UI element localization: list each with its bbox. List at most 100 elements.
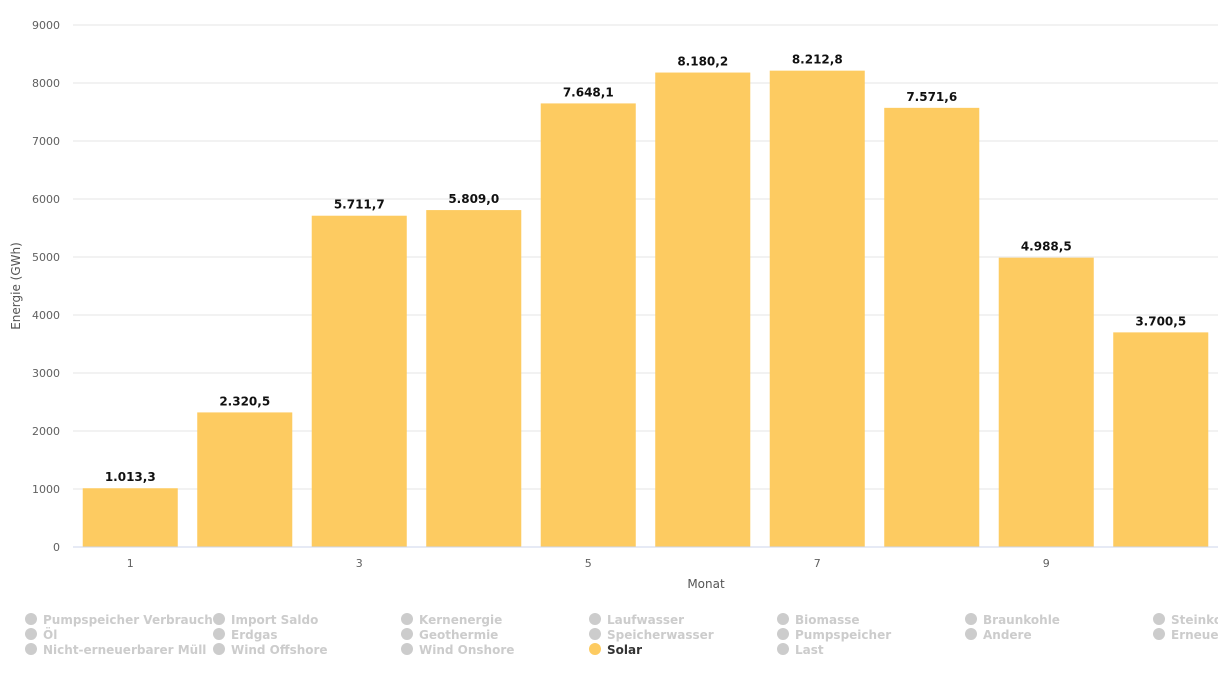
legend-marker-icon	[589, 643, 601, 655]
legend-item[interactable]: Erdgas	[213, 628, 278, 643]
bar[interactable]	[655, 72, 751, 547]
data-label: 7.571,6	[906, 90, 957, 104]
y-axis-title: Energie (GWh)	[9, 242, 23, 330]
legend-item[interactable]: Geothermie	[401, 628, 498, 643]
legend-marker-icon	[589, 628, 601, 640]
data-label: 8.180,2	[677, 55, 728, 69]
y-tick-label: 2000	[32, 425, 60, 438]
data-label: 5.711,7	[334, 198, 385, 212]
data-label: 1.013,3	[105, 470, 156, 484]
legend-item[interactable]: Pumpspeicher Verbrauch	[25, 613, 213, 628]
x-tick-label: 9	[1043, 557, 1050, 570]
legend-marker-icon	[25, 643, 37, 655]
bar[interactable]	[884, 107, 980, 547]
y-tick-label: 8000	[32, 77, 60, 90]
legend-marker-icon	[401, 643, 413, 655]
y-tick-label: 1000	[32, 483, 60, 496]
legend-marker-icon	[589, 613, 601, 625]
legend-label: Braunkohle	[983, 613, 1060, 627]
legend-label: Biomasse	[795, 613, 860, 627]
legend-item[interactable]: Andere	[965, 628, 1032, 643]
bar[interactable]	[197, 412, 293, 547]
bar[interactable]	[82, 488, 178, 547]
legend-item[interactable]: Speicherwasser	[589, 628, 714, 643]
legend-label: Pumpspeicher	[795, 628, 892, 642]
y-tick-label: 3000	[32, 367, 60, 380]
legend-item[interactable]: Biomasse	[777, 613, 860, 628]
y-tick-label: 4000	[32, 309, 60, 322]
legend-label: Erneuerbarer Müll	[1171, 628, 1218, 642]
legend-label: Nicht-erneuerbarer Müll	[43, 643, 207, 657]
legend-marker-icon	[965, 628, 977, 640]
data-label: 8.212,8	[792, 53, 843, 67]
y-tick-label: 5000	[32, 251, 60, 264]
legend-marker-icon	[401, 613, 413, 625]
legend-label: Laufwasser	[607, 613, 685, 627]
x-tick-label: 7	[814, 557, 821, 570]
data-labels: 1.013,3 2.320,5 5.711,7 5.809,0 7.648,1 8.180…	[105, 53, 1186, 485]
data-label: 7.648,1	[563, 85, 614, 99]
bar[interactable]	[998, 257, 1094, 547]
legend-item[interactable]: Pumpspeicher	[777, 628, 891, 643]
legend-marker-icon	[25, 613, 37, 625]
x-axis-title: Monat	[687, 577, 725, 591]
x-tick-label: 3	[356, 557, 363, 570]
legend-label: Steinkohle	[1171, 613, 1218, 627]
legend-item[interactable]: Laufwasser	[589, 613, 684, 628]
x-axis-ticks: 1 3 5 7 9	[127, 557, 1050, 570]
data-label: 5.809,0	[448, 192, 499, 206]
bar[interactable]	[426, 210, 522, 547]
legend-label: Pumpspeicher Verbrauch	[43, 613, 213, 627]
y-axis-ticks: 0 1000 2000 3000 4000 5000 6000 7000 8000 9000	[32, 19, 60, 554]
legend-item[interactable]: Nicht-erneuerbarer Müll	[25, 643, 206, 658]
legend-item[interactable]: Last	[777, 643, 824, 658]
legend-label: Andere	[983, 628, 1032, 642]
data-label: 3.700,5	[1135, 314, 1186, 328]
legend-label: Speicherwasser	[607, 628, 714, 642]
legend-marker-icon	[1153, 628, 1165, 640]
legend-marker-icon	[25, 628, 37, 640]
legend-marker-icon	[777, 628, 789, 640]
legend-marker-icon	[1153, 613, 1165, 625]
bar-chart: 1.013,3 2.320,5 5.711,7 5.809,0 7.648,1 8.180…	[9, 19, 1218, 591]
bar[interactable]	[769, 70, 865, 548]
legend-label: Solar	[607, 643, 643, 657]
legend: Pumpspeicher Verbrauch Öl Nicht-erneuerbar…	[25, 613, 1218, 663]
legend-marker-icon	[213, 628, 225, 640]
legend-label: Wind Offshore	[231, 643, 328, 657]
legend-item[interactable]: Wind Onshore	[401, 643, 514, 658]
legend-marker-icon	[401, 628, 413, 640]
legend-label: Öl	[43, 628, 58, 642]
legend-item[interactable]: Solar	[589, 643, 642, 658]
legend-marker-icon	[777, 613, 789, 625]
legend-label: Erdgas	[231, 628, 278, 642]
legend-item[interactable]: Braunkohle	[965, 613, 1060, 628]
legend-item[interactable]: Steinkohle	[1153, 613, 1218, 628]
legend-label: Wind Onshore	[419, 643, 515, 657]
legend-label: Kernenergie	[419, 613, 503, 627]
y-tick-label: 9000	[32, 19, 60, 32]
legend-marker-icon	[213, 613, 225, 625]
y-tick-label: 7000	[32, 135, 60, 148]
y-tick-label: 0	[53, 541, 60, 554]
legend-label: Import Saldo	[231, 613, 319, 627]
legend-marker-icon	[213, 643, 225, 655]
legend-marker-icon	[777, 643, 789, 655]
x-tick-label: 5	[585, 557, 592, 570]
legend-label: Last	[795, 643, 824, 657]
data-label: 2.320,5	[219, 394, 270, 408]
legend-item[interactable]: Öl	[25, 628, 57, 643]
legend-marker-icon	[965, 613, 977, 625]
y-tick-label: 6000	[32, 193, 60, 206]
legend-item[interactable]: Erneuerbarer Müll	[1153, 628, 1218, 643]
bars	[82, 70, 1209, 548]
legend-item[interactable]: Import Saldo	[213, 613, 318, 628]
bar[interactable]	[311, 215, 407, 547]
bar[interactable]	[1113, 332, 1209, 547]
legend-item[interactable]: Kernenergie	[401, 613, 502, 628]
legend-label: Geothermie	[419, 628, 499, 642]
x-tick-label: 1	[127, 557, 134, 570]
data-label: 4.988,5	[1021, 240, 1072, 254]
bar[interactable]	[540, 103, 636, 547]
legend-item[interactable]: Wind Offshore	[213, 643, 328, 658]
